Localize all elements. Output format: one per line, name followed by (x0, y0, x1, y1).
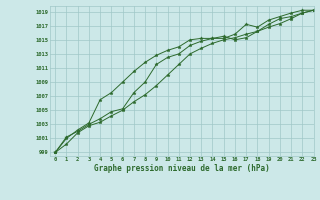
X-axis label: Graphe pression niveau de la mer (hPa): Graphe pression niveau de la mer (hPa) (94, 164, 269, 173)
